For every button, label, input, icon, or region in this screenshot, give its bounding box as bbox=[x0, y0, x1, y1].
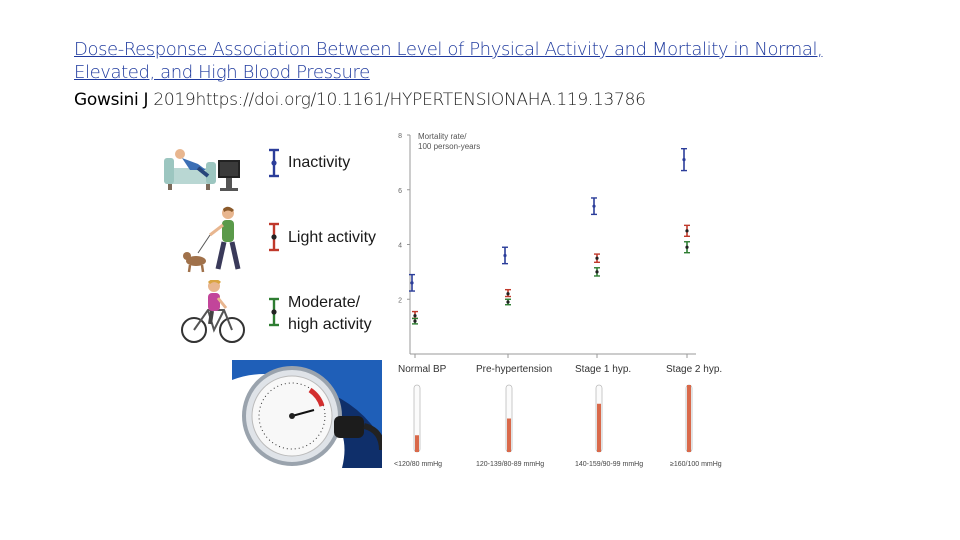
data-point bbox=[592, 204, 596, 208]
data-point bbox=[410, 281, 414, 285]
legend-label-moderate-activity: Moderate/ high activity bbox=[288, 294, 372, 333]
data-point bbox=[682, 158, 686, 162]
thermometer-fill bbox=[597, 403, 601, 452]
moderate-activity-marker-icon bbox=[269, 297, 279, 327]
bp-range-label: ≥160/100 mmHg bbox=[670, 461, 722, 468]
category-label: Normal BP bbox=[398, 364, 447, 375]
citation: Gowsini J 2019https://doi.org/10.1161/HY… bbox=[74, 89, 894, 111]
bp-range-label: 140-159/90-99 mmHg bbox=[575, 461, 643, 468]
y-axis-label: 100 person-years bbox=[418, 142, 480, 151]
data-point bbox=[595, 256, 599, 260]
light-activity-marker-icon bbox=[269, 222, 279, 252]
inactivity-marker-icon bbox=[269, 148, 279, 178]
data-point bbox=[413, 319, 417, 323]
y-tick-label: 8 bbox=[398, 133, 402, 140]
bp-range-label: <120/80 mmHg bbox=[394, 461, 442, 468]
citation-doi: 2019https://doi.org/10.1161/HYPERTENSION… bbox=[148, 90, 646, 110]
y-tick-label: 6 bbox=[398, 188, 402, 195]
y-tick-label: 4 bbox=[398, 243, 402, 250]
y-axis-label: Mortality rate/ bbox=[418, 132, 467, 141]
thermometer-fill bbox=[507, 418, 511, 452]
dog-walker-icon bbox=[183, 206, 241, 273]
data-point bbox=[506, 292, 510, 296]
y-tick-label: 2 bbox=[398, 297, 402, 304]
legend-label-light-activity: Light activity bbox=[288, 229, 377, 246]
couch-tv-icon bbox=[164, 149, 240, 191]
data-point bbox=[506, 300, 510, 304]
blood-pressure-gauge-icon bbox=[232, 360, 382, 468]
bp-range-label: 120-139/80-89 mmHg bbox=[476, 461, 544, 468]
slide-title: Dose-Response Association Between Level … bbox=[74, 39, 823, 83]
data-point bbox=[503, 253, 507, 258]
category-label: Pre-hypertension bbox=[476, 364, 552, 375]
thermometer-fill bbox=[415, 435, 419, 452]
data-point bbox=[685, 245, 689, 249]
data-point bbox=[685, 229, 689, 233]
mortality-chart: 2 4 6 8 Mortality rate/100 person-years Norma… bbox=[394, 132, 722, 468]
cyclist-icon bbox=[181, 280, 245, 343]
data-point bbox=[413, 314, 417, 318]
legend-label-inactivity: Inactivity bbox=[288, 154, 351, 171]
category-label: Stage 1 hyp. bbox=[575, 364, 631, 375]
citation-author: Gowsini J bbox=[74, 90, 149, 110]
thermometer-fill bbox=[687, 385, 691, 452]
data-point bbox=[595, 270, 599, 274]
category-label: Stage 2 hyp. bbox=[666, 364, 722, 375]
